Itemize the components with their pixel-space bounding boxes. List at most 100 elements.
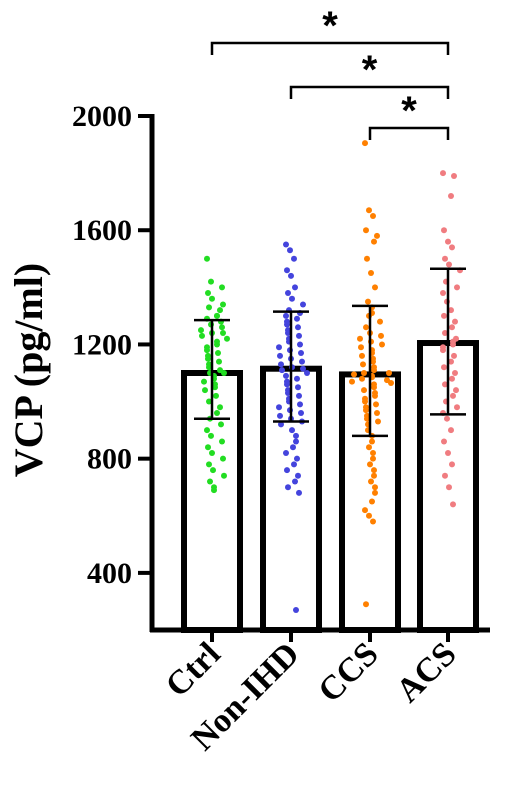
point-Non-IHD — [279, 367, 285, 374]
sig-label-0: * — [322, 4, 338, 48]
bars — [181, 340, 479, 633]
point-ACS — [450, 392, 456, 399]
point-Ctrl — [214, 409, 220, 416]
point-ACS — [441, 438, 447, 445]
significance-brackets: * * * — [210, 4, 450, 140]
point-ACS — [441, 312, 447, 319]
point-CCS — [388, 379, 394, 386]
point-ACS — [441, 227, 447, 234]
point-Non-IHD — [295, 324, 301, 331]
point-Ctrl — [221, 472, 227, 479]
point-Ctrl — [204, 427, 210, 434]
point-CCS — [369, 438, 375, 445]
point-Ctrl — [217, 307, 223, 314]
sig-bracket-1 — [289, 85, 450, 99]
point-CCS — [361, 387, 367, 394]
point-CCS — [375, 418, 381, 425]
point-Ctrl — [220, 455, 226, 462]
point-ACS — [440, 290, 446, 297]
point-Non-IHD — [300, 301, 306, 308]
y-tick-label-1200: 1200 — [72, 328, 132, 361]
point-Non-IHD — [285, 290, 291, 297]
point-CCS — [364, 415, 370, 422]
point-CCS — [359, 352, 365, 359]
point-Ctrl — [207, 478, 213, 485]
point-Ctrl — [205, 444, 211, 451]
sig-label-2: * — [401, 89, 417, 133]
x-tick-label-Ctrl: Ctrl — [159, 635, 228, 704]
point-Ctrl — [205, 290, 211, 297]
point-CCS — [360, 361, 366, 368]
point-Non-IHD — [293, 607, 299, 614]
point-CCS — [371, 238, 377, 245]
point-Ctrl — [220, 330, 226, 337]
point-Ctrl — [202, 387, 208, 394]
data-points — [198, 140, 463, 614]
point-CCS — [368, 478, 374, 485]
point-Non-IHD — [288, 272, 294, 279]
point-ACS — [448, 307, 454, 314]
point-CCS — [363, 601, 369, 608]
point-CCS — [368, 270, 374, 277]
point-Non-IHD — [294, 375, 300, 382]
y-tick-label-800: 800 — [87, 443, 132, 476]
point-Non-IHD — [296, 392, 302, 399]
point-Non-IHD — [293, 432, 299, 439]
point-CCS — [373, 401, 379, 408]
point-ACS — [450, 501, 456, 508]
point-CCS — [370, 455, 376, 462]
point-Non-IHD — [283, 312, 289, 319]
point-ACS — [440, 347, 446, 354]
point-CCS — [372, 484, 378, 491]
x-tick-label-CCS: CCS — [311, 635, 385, 709]
point-CCS — [370, 358, 376, 365]
point-CCS — [378, 332, 384, 339]
point-Ctrl — [205, 355, 211, 362]
error-bars — [194, 267, 466, 438]
point-Non-IHD — [276, 344, 282, 351]
point-ACS — [446, 261, 452, 268]
sig-bracket-2 — [368, 126, 450, 140]
point-Non-IHD — [284, 267, 290, 274]
point-CCS — [351, 371, 357, 378]
point-CCS — [367, 461, 373, 468]
point-CCS — [372, 392, 378, 399]
point-Non-IHD — [290, 444, 296, 451]
point-Ctrl — [214, 312, 220, 319]
point-ACS — [445, 238, 451, 245]
point-Ctrl — [206, 461, 212, 468]
point-ACS — [448, 427, 454, 434]
point-Ctrl — [198, 327, 204, 334]
point-Non-IHD — [297, 401, 303, 408]
point-ACS — [448, 358, 454, 365]
point-Ctrl — [210, 467, 216, 474]
point-CCS — [358, 344, 364, 351]
point-Ctrl — [208, 432, 214, 439]
point-ACS — [442, 381, 448, 388]
point-Non-IHD — [296, 332, 302, 339]
y-axis-label: VCP (pg/ml) — [6, 263, 51, 477]
point-CCS — [372, 284, 378, 291]
point-ACS — [440, 170, 446, 177]
point-ACS — [441, 364, 447, 371]
point-Ctrl — [206, 304, 212, 311]
point-Non-IHD — [283, 372, 289, 379]
point-CCS — [369, 498, 375, 505]
point-Ctrl — [206, 398, 212, 405]
y-tick-label-2000: 2000 — [72, 100, 132, 133]
point-Ctrl — [216, 358, 222, 365]
y-tick-label-1600: 1600 — [72, 214, 132, 247]
point-ACS — [453, 387, 459, 394]
point-Non-IHD — [292, 284, 298, 291]
point-CCS — [371, 384, 377, 391]
point-Non-IHD — [295, 472, 301, 479]
point-CCS — [357, 335, 363, 342]
point-CCS — [371, 467, 377, 474]
point-CCS — [372, 489, 378, 496]
point-CCS — [364, 255, 370, 262]
point-CCS — [374, 409, 380, 416]
x-tick-label-ACS: ACS — [389, 635, 463, 709]
point-CCS — [374, 232, 380, 239]
point-Non-IHD — [295, 384, 301, 391]
